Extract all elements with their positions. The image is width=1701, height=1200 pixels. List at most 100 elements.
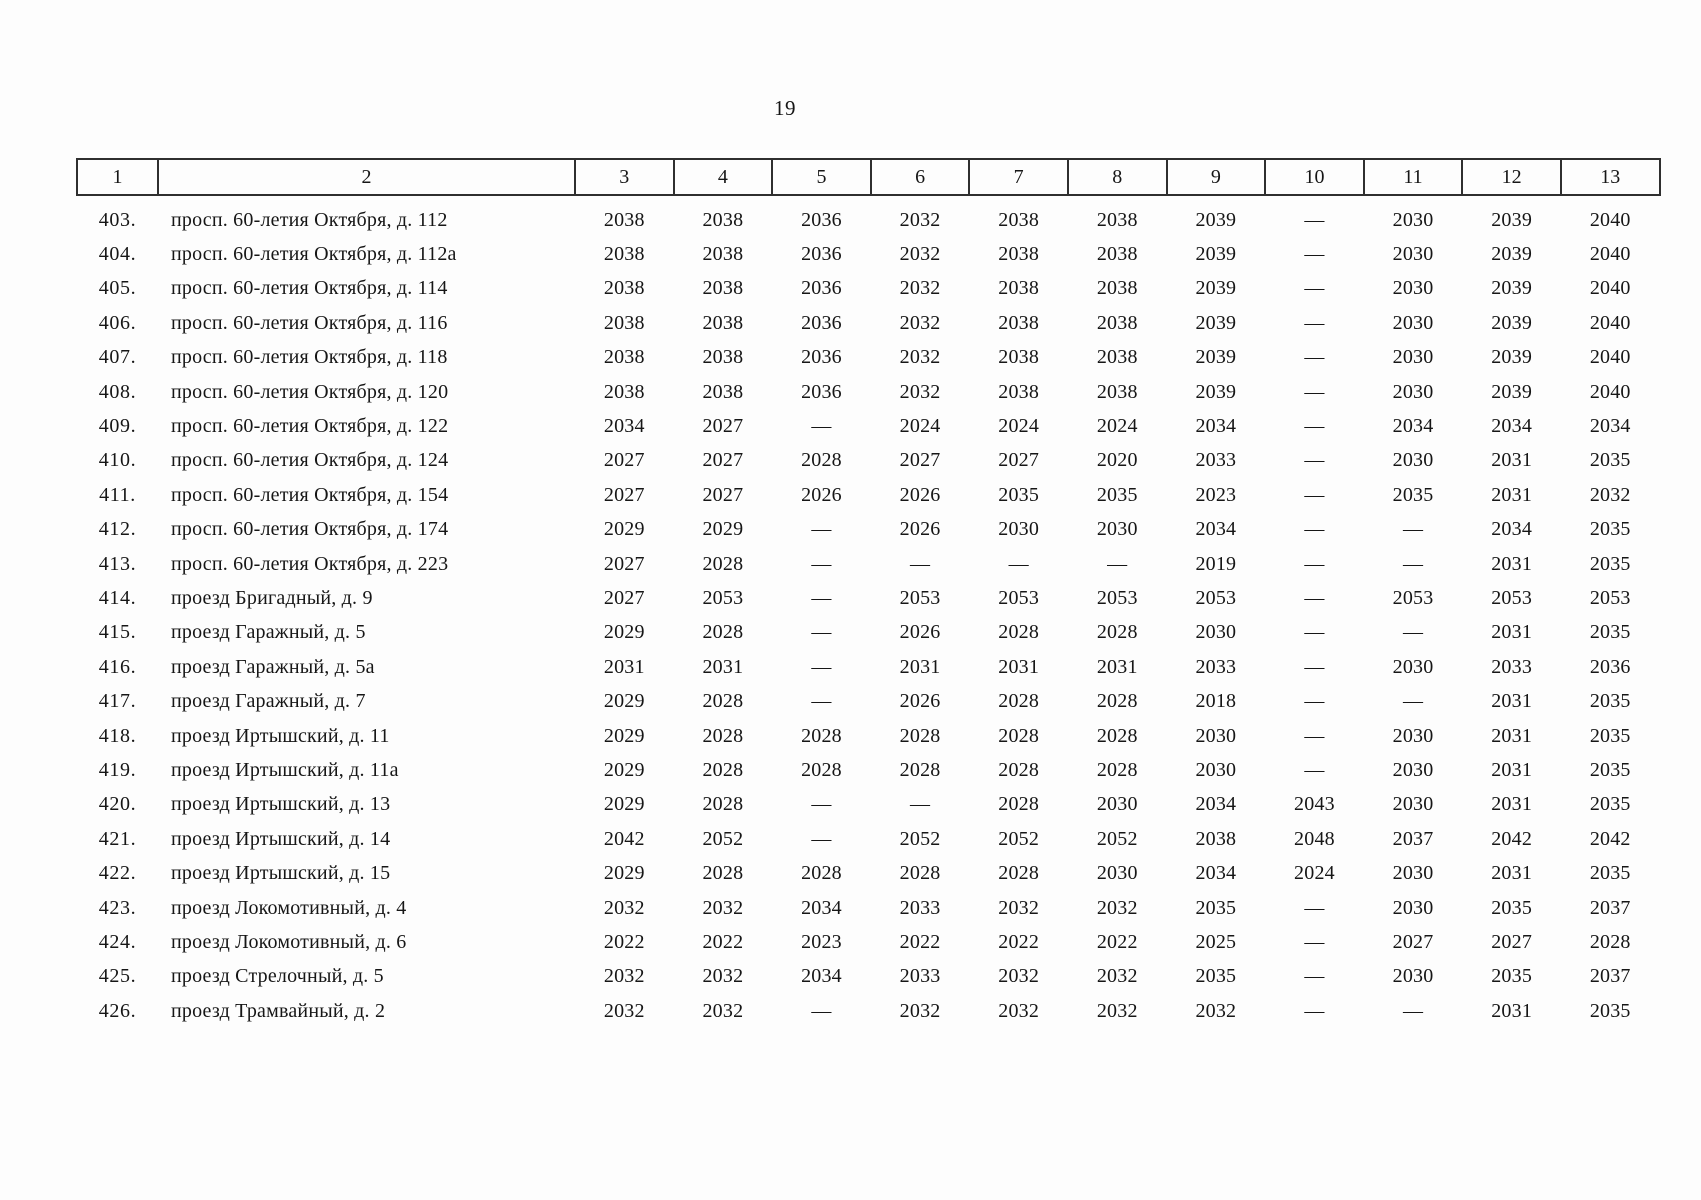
year-cell: 2053 xyxy=(1392,586,1434,609)
year-cell: 2031 xyxy=(1491,862,1533,885)
address-cell: проезд Иртышский, д. 11 xyxy=(171,724,390,747)
year-cell: 2030 xyxy=(1392,793,1434,816)
year-cell: — xyxy=(811,552,832,575)
year-cell: 2038 xyxy=(702,243,744,266)
year-cell: 2031 xyxy=(1491,724,1533,747)
year-cell: — xyxy=(1304,999,1325,1022)
row-number: 415. xyxy=(98,621,137,644)
table-row: 419. проезд Иртышский, д. 11а 2029 2028 2028… xyxy=(77,753,1660,787)
column-header-11: 11 xyxy=(1362,158,1464,196)
year-cell: 2032 xyxy=(899,243,941,266)
year-cell: 2032 xyxy=(899,999,941,1022)
year-cell: 2031 xyxy=(1491,690,1533,713)
year-cell: 2026 xyxy=(899,690,941,713)
address-cell: просп. 60-летия Октября, д. 174 xyxy=(171,518,449,541)
year-cell: — xyxy=(1304,243,1325,266)
year-cell: 2038 xyxy=(1096,208,1138,231)
year-cell: 2035 xyxy=(1589,552,1631,575)
year-cell: — xyxy=(811,827,832,850)
year-cell: — xyxy=(811,999,832,1022)
column-header-6: 6 xyxy=(869,158,971,196)
column-header-13: 13 xyxy=(1559,158,1661,196)
year-cell: 2019 xyxy=(1195,552,1237,575)
table-row: 413. просп. 60-летия Октября, д. 223 2027 2… xyxy=(77,547,1660,581)
year-cell: 2030 xyxy=(1392,655,1434,678)
year-cell: — xyxy=(909,552,931,575)
year-cell: 2023 xyxy=(801,930,842,953)
year-cell: 2035 xyxy=(1392,483,1434,506)
year-cell: 2034 xyxy=(801,896,842,919)
year-cell: 2029 xyxy=(603,758,645,781)
year-cell: 2030 xyxy=(1195,758,1237,781)
year-cell: — xyxy=(1304,621,1325,644)
year-cell: 2038 xyxy=(702,311,744,334)
year-cell: 2030 xyxy=(1096,793,1138,816)
year-cell: 2035 xyxy=(1589,449,1631,472)
year-cell: 2032 xyxy=(603,965,645,988)
year-cell: 2035 xyxy=(1589,621,1631,644)
table-header: 1 2 3 4 5 6 7 8 9 10 11 12 13 xyxy=(76,158,1661,196)
year-cell: 2028 xyxy=(899,862,941,885)
column-header-7: 7 xyxy=(968,158,1069,196)
year-cell: 2030 xyxy=(1392,449,1434,472)
year-cell: — xyxy=(1304,965,1325,988)
year-cell: 2039 xyxy=(1195,380,1237,403)
year-cell: — xyxy=(811,621,832,644)
table-row: 418. проезд Иртышский, д. 11 2029 2028 2028 2… xyxy=(77,719,1660,753)
column-header-3: 3 xyxy=(574,158,675,196)
year-cell: 2035 xyxy=(1589,690,1631,713)
year-cell: 2030 xyxy=(1392,724,1434,747)
year-cell: 2053 xyxy=(998,586,1040,609)
year-cell: 2031 xyxy=(998,655,1040,678)
year-cell: — xyxy=(1402,690,1424,713)
year-cell: 2028 xyxy=(899,724,941,747)
year-cell: 2053 xyxy=(1491,586,1533,609)
row-number: 414. xyxy=(98,586,137,609)
year-cell: 2028 xyxy=(998,690,1040,713)
year-cell: 2039 xyxy=(1195,346,1237,369)
year-cell: 2032 xyxy=(1589,483,1631,506)
table-row: 420. проезд Иртышский, д. 13 2029 2028 — — 202… xyxy=(77,788,1660,822)
year-cell: 2022 xyxy=(603,930,645,953)
year-cell: — xyxy=(1402,518,1424,541)
year-cell: 2040 xyxy=(1589,243,1631,266)
year-cell: 2028 xyxy=(998,724,1040,747)
year-cell: 2035 xyxy=(1491,896,1533,919)
column-header-5: 5 xyxy=(771,158,872,196)
year-cell: 2040 xyxy=(1589,208,1631,231)
year-cell: 2053 xyxy=(1589,586,1631,609)
year-cell: 2026 xyxy=(899,621,941,644)
year-cell: 2035 xyxy=(1589,758,1631,781)
year-cell: 2027 xyxy=(603,449,645,472)
year-cell: — xyxy=(1304,930,1325,953)
year-cell: 2038 xyxy=(998,243,1040,266)
row-number: 423. xyxy=(98,896,137,919)
year-cell: 2038 xyxy=(603,311,645,334)
year-cell: 2034 xyxy=(1491,415,1533,438)
year-cell: 2029 xyxy=(603,690,645,713)
year-cell: — xyxy=(1402,552,1424,575)
year-cell: 2027 xyxy=(702,483,744,506)
year-cell: 2038 xyxy=(702,380,744,403)
address-cell: проезд Стрелочный, д. 5 xyxy=(171,965,384,988)
year-cell: 2027 xyxy=(603,552,645,575)
address-cell: проезд Гаражный, д. 5а xyxy=(171,655,375,678)
year-cell: 2052 xyxy=(1096,827,1138,850)
year-cell: 2032 xyxy=(899,346,941,369)
year-cell: 2040 xyxy=(1589,277,1631,300)
year-cell: 2028 xyxy=(1096,690,1138,713)
year-cell: — xyxy=(1304,586,1325,609)
year-cell: — xyxy=(1304,758,1325,781)
year-cell: 2035 xyxy=(1195,965,1237,988)
year-cell: 2035 xyxy=(1096,483,1138,506)
year-cell: 2031 xyxy=(1491,999,1533,1022)
row-number: 412. xyxy=(98,518,137,541)
year-cell: 2030 xyxy=(998,518,1040,541)
year-cell: 2030 xyxy=(1392,277,1434,300)
year-cell: 2030 xyxy=(1392,758,1434,781)
year-cell: 2030 xyxy=(1392,208,1434,231)
table-row: 403. просп. 60-летия Октября, д. 112 2038 2… xyxy=(77,195,1660,237)
year-cell: — xyxy=(909,793,931,816)
year-cell: 2027 xyxy=(1491,930,1533,953)
year-cell: 2052 xyxy=(998,827,1040,850)
